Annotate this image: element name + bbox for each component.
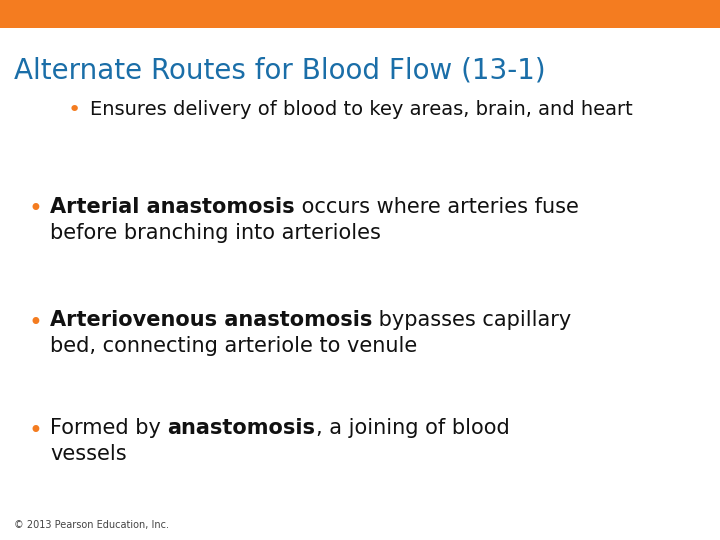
Text: occurs where arteries fuse: occurs where arteries fuse xyxy=(294,197,578,217)
Text: •: • xyxy=(28,197,42,221)
Text: bed, connecting arteriole to venule: bed, connecting arteriole to venule xyxy=(50,336,418,356)
Text: , a joining of blood: , a joining of blood xyxy=(315,418,509,438)
Text: Arterial anastomosis: Arterial anastomosis xyxy=(50,197,294,217)
Text: Formed by: Formed by xyxy=(50,418,168,438)
Text: •: • xyxy=(28,310,42,334)
Bar xyxy=(0,0,720,28)
Text: before branching into arterioles: before branching into arterioles xyxy=(50,223,381,243)
Text: Ensures delivery of blood to key areas, brain, and heart: Ensures delivery of blood to key areas, … xyxy=(90,100,633,119)
Text: bypasses capillary: bypasses capillary xyxy=(372,310,572,330)
Text: anastomosis: anastomosis xyxy=(168,418,315,438)
Text: vessels: vessels xyxy=(50,444,127,464)
Text: •: • xyxy=(28,418,42,442)
Text: Alternate Routes for Blood Flow (13-1): Alternate Routes for Blood Flow (13-1) xyxy=(14,56,546,84)
Text: Arteriovenous anastomosis: Arteriovenous anastomosis xyxy=(50,310,372,330)
Text: •: • xyxy=(68,100,81,120)
Text: © 2013 Pearson Education, Inc.: © 2013 Pearson Education, Inc. xyxy=(14,520,169,530)
